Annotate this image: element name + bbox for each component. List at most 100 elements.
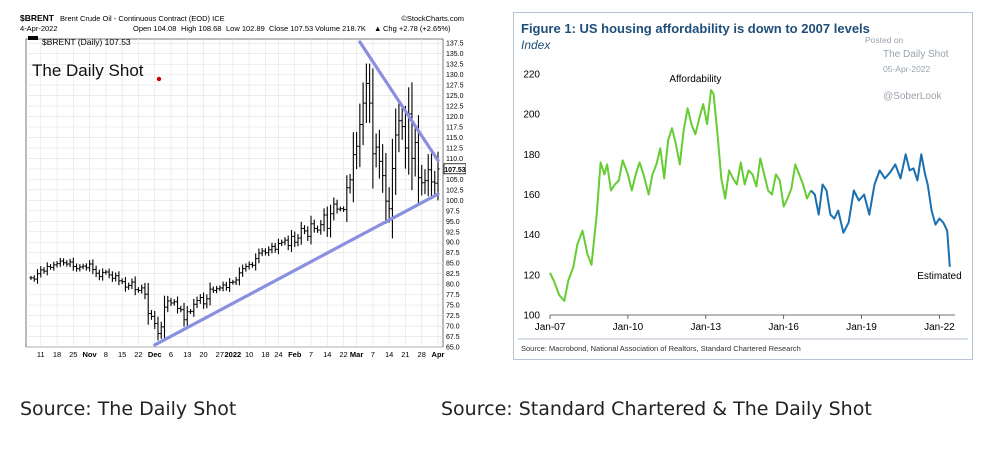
y-tick-label: 132.5 xyxy=(446,62,464,69)
x-tick-label: 10 xyxy=(245,350,253,359)
x-tick-label: 22 xyxy=(134,350,142,359)
y-tick-label: 100.0 xyxy=(446,198,464,205)
y-tick-label: 87.5 xyxy=(446,250,460,257)
trendline xyxy=(358,40,440,163)
low-value: Low 102.89 xyxy=(226,24,265,33)
x-tick-label: Dec xyxy=(148,350,162,359)
y-tick-label: 90.0 xyxy=(446,240,460,247)
plot-area: 100 120 140 160 180 200 220 Jan-07 Jan-10 Jan-13 J… xyxy=(523,70,961,333)
y-tick-label: 80.0 xyxy=(446,282,460,289)
y-tick-label: 135.0 xyxy=(446,51,464,58)
x-tick-label: Jan-07 xyxy=(535,322,566,333)
y-tick-label: 92.5 xyxy=(446,229,460,236)
x-tick-label: Jan-19 xyxy=(846,322,877,333)
y-tick-label: 82.5 xyxy=(446,271,460,278)
daily-shot-logo: The Daily Shot xyxy=(32,61,144,80)
y-tick-label: 125.0 xyxy=(446,93,464,100)
symbol-label: $BRENT xyxy=(20,13,55,23)
x-tick-label: 18 xyxy=(261,350,269,359)
x-tick-label: Mar xyxy=(350,350,363,359)
y-tick-label: 95.0 xyxy=(446,219,460,226)
x-tick-label: Jan-10 xyxy=(613,322,644,333)
y-tick-label: 140 xyxy=(523,230,540,241)
y-tick-label: 180 xyxy=(523,150,540,161)
y-tick-label: 220 xyxy=(523,70,540,81)
legend-entry: $BRENT (Daily) 107.53 xyxy=(42,37,131,47)
x-tick-label: Jan-22 xyxy=(924,322,955,333)
housing-affordability-chart: Figure 1: US housing affordability is do… xyxy=(513,12,973,360)
high-value: High 108.68 xyxy=(181,24,221,33)
x-tick-label: 22 xyxy=(339,350,347,359)
x-tick-label: 11 xyxy=(37,350,45,359)
watermark-line-4: @SoberLook xyxy=(883,91,943,102)
x-tick-label: Apr xyxy=(432,350,445,359)
x-tick-label: 18 xyxy=(53,350,61,359)
source-label: ©StockCharts.com xyxy=(401,14,464,23)
x-tick-label: Feb xyxy=(288,350,302,359)
brent-crude-chart: $BRENT Brent Crude Oil - Continuous Cont… xyxy=(18,12,467,360)
y-tick-label: 65.0 xyxy=(446,345,460,352)
housing-chart-svg: Figure 1: US housing affordability is do… xyxy=(513,12,973,360)
logo-dot-icon xyxy=(156,76,162,82)
change-value: Chg +2.78 (+2.65%) xyxy=(383,24,451,33)
x-tick-label: 2022 xyxy=(225,350,242,359)
x-tick-label: 20 xyxy=(199,350,207,359)
legend-swatch xyxy=(28,36,38,40)
chart-title: Brent Crude Oil - Continuous Contract (E… xyxy=(60,14,225,23)
x-tick-label: 15 xyxy=(118,350,126,359)
chart-date: 4-Apr-2022 xyxy=(20,24,58,33)
y-tick-label: 160 xyxy=(523,190,540,201)
x-tick-label: Nov xyxy=(83,350,98,359)
x-tick-label: 14 xyxy=(385,350,393,359)
close-value: Close 107.53 xyxy=(269,24,313,33)
watermark-line-1: Posted on xyxy=(865,35,904,45)
x-tick-label: 14 xyxy=(323,350,331,359)
caption-left: Source: The Daily Shot xyxy=(20,398,237,420)
y-tick-label: 137.5 xyxy=(446,41,464,48)
annotation-estimated: Estimated xyxy=(917,271,961,282)
caption-right: Source: Standard Chartered & The Daily S… xyxy=(441,398,872,420)
y-tick-label: 97.5 xyxy=(446,208,460,215)
volume-value: Volume 218.7K xyxy=(315,24,366,33)
y-tick-label: 72.5 xyxy=(446,313,460,320)
open-value: Open 104.08 xyxy=(133,24,176,33)
x-tick-label: 8 xyxy=(104,350,108,359)
y-tick-label: 70.0 xyxy=(446,324,460,331)
y-tick-label: 117.5 xyxy=(446,125,463,132)
plot-area: 65.0 67.5 70.0 72.5 75.0 77.5 80.0 82.5 85.0 87.5… xyxy=(25,38,467,359)
x-tick-label: 7 xyxy=(371,350,375,359)
y-tick-label: 112.5 xyxy=(446,145,463,152)
y-tick-label: 120.0 xyxy=(446,114,464,121)
y-tick-label: 115.0 xyxy=(446,135,463,142)
chart-subtitle: Index xyxy=(521,38,551,52)
x-tick-label: 7 xyxy=(309,350,313,359)
y-tick-label: 67.5 xyxy=(446,334,460,341)
chart-frame xyxy=(513,12,973,360)
watermark-line-2: The Daily Shot xyxy=(883,49,949,60)
x-tick-label: 13 xyxy=(183,350,191,359)
series-line-affordability xyxy=(549,89,812,302)
x-tick-label: Jan-13 xyxy=(690,322,721,333)
brent-chart-svg: $BRENT Brent Crude Oil - Continuous Cont… xyxy=(20,13,467,359)
y-tick-label: 77.5 xyxy=(446,292,460,299)
last-value-label: 107.53 xyxy=(444,167,466,174)
y-tick-label: 75.0 xyxy=(446,303,460,310)
x-tick-label: Jan-16 xyxy=(768,322,799,333)
y-tick-label: 110.0 xyxy=(446,156,463,163)
watermark-line-3: 05-Apr-2022 xyxy=(883,64,931,74)
y-tick-label: 85.0 xyxy=(446,261,460,268)
y-tick-label: 120 xyxy=(523,270,540,281)
change-arrow-icon: ▲ xyxy=(374,24,381,33)
y-tick-label: 102.5 xyxy=(446,187,464,194)
y-tick-label: 127.5 xyxy=(446,83,464,90)
x-tick-label: 6 xyxy=(169,350,173,359)
trendline xyxy=(153,192,440,347)
y-tick-label: 100 xyxy=(523,311,540,322)
x-tick-label: 24 xyxy=(274,350,282,359)
y-tick-label: 130.0 xyxy=(446,72,464,79)
x-tick-label: 27 xyxy=(216,350,224,359)
x-tick-label: 21 xyxy=(401,350,409,359)
x-tick-label: 25 xyxy=(69,350,77,359)
annotation-affordability: Affordability xyxy=(669,74,721,85)
series-line-estimated xyxy=(810,153,951,267)
